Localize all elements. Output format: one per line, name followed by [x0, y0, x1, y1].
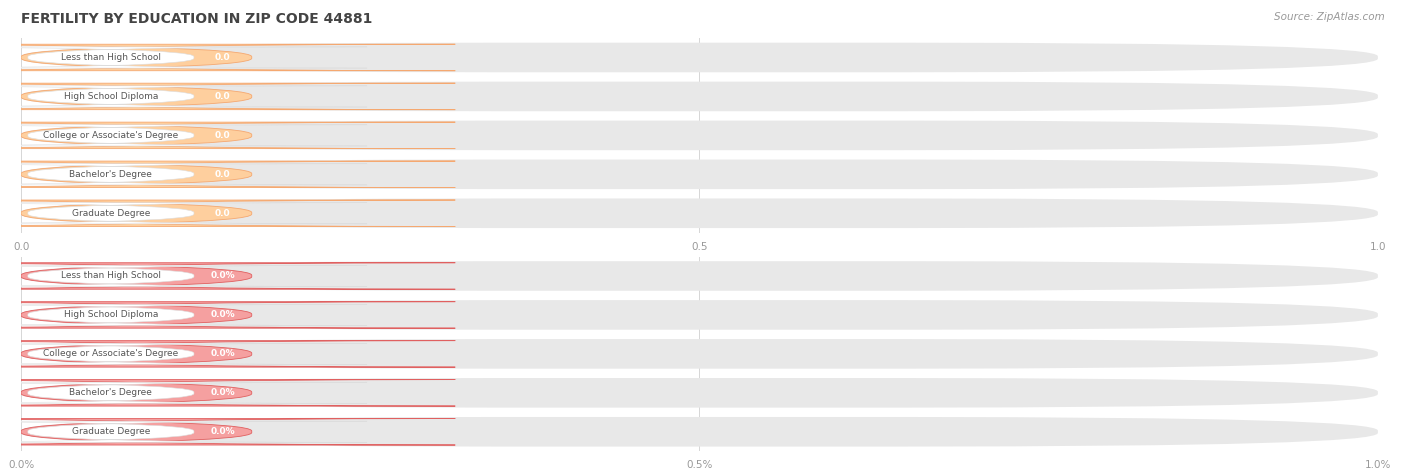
FancyBboxPatch shape	[0, 86, 367, 107]
FancyBboxPatch shape	[0, 263, 456, 289]
FancyBboxPatch shape	[0, 200, 456, 227]
FancyBboxPatch shape	[0, 266, 367, 286]
Text: Less than High School: Less than High School	[60, 272, 160, 280]
FancyBboxPatch shape	[21, 261, 1378, 291]
Text: Source: ZipAtlas.com: Source: ZipAtlas.com	[1274, 12, 1385, 22]
Text: 0.0%: 0.0%	[211, 350, 235, 358]
FancyBboxPatch shape	[21, 417, 1378, 446]
FancyBboxPatch shape	[0, 164, 367, 185]
FancyBboxPatch shape	[0, 380, 456, 406]
Text: High School Diploma: High School Diploma	[63, 92, 157, 101]
FancyBboxPatch shape	[21, 43, 1378, 72]
FancyBboxPatch shape	[0, 304, 367, 325]
Text: High School Diploma: High School Diploma	[63, 311, 157, 319]
FancyBboxPatch shape	[0, 125, 367, 146]
FancyBboxPatch shape	[21, 378, 1378, 408]
FancyBboxPatch shape	[21, 121, 1378, 150]
Text: Less than High School: Less than High School	[60, 53, 160, 62]
Text: 0.0: 0.0	[215, 92, 231, 101]
FancyBboxPatch shape	[21, 199, 1378, 228]
FancyBboxPatch shape	[0, 83, 456, 110]
Text: Bachelor's Degree: Bachelor's Degree	[69, 170, 152, 179]
Text: 0.0: 0.0	[215, 131, 231, 140]
Text: College or Associate's Degree: College or Associate's Degree	[44, 350, 179, 358]
Text: 0.0: 0.0	[215, 53, 231, 62]
FancyBboxPatch shape	[0, 47, 367, 68]
Text: Bachelor's Degree: Bachelor's Degree	[69, 389, 152, 397]
FancyBboxPatch shape	[21, 300, 1378, 330]
Text: 0.0%: 0.0%	[211, 428, 235, 436]
FancyBboxPatch shape	[21, 82, 1378, 111]
FancyBboxPatch shape	[0, 44, 456, 71]
Text: Graduate Degree: Graduate Degree	[72, 209, 150, 218]
Text: Graduate Degree: Graduate Degree	[72, 428, 150, 436]
FancyBboxPatch shape	[0, 382, 367, 403]
FancyBboxPatch shape	[0, 421, 367, 442]
FancyBboxPatch shape	[0, 341, 456, 367]
Text: FERTILITY BY EDUCATION IN ZIP CODE 44881: FERTILITY BY EDUCATION IN ZIP CODE 44881	[21, 12, 373, 26]
FancyBboxPatch shape	[0, 343, 367, 364]
Text: 0.0%: 0.0%	[211, 272, 235, 280]
FancyBboxPatch shape	[21, 160, 1378, 189]
FancyBboxPatch shape	[21, 339, 1378, 369]
Text: 0.0%: 0.0%	[211, 389, 235, 397]
FancyBboxPatch shape	[0, 203, 367, 224]
FancyBboxPatch shape	[0, 161, 456, 188]
Text: College or Associate's Degree: College or Associate's Degree	[44, 131, 179, 140]
FancyBboxPatch shape	[0, 418, 456, 445]
Text: 0.0%: 0.0%	[211, 311, 235, 319]
FancyBboxPatch shape	[0, 122, 456, 149]
Text: 0.0: 0.0	[215, 170, 231, 179]
Text: 0.0: 0.0	[215, 209, 231, 218]
FancyBboxPatch shape	[0, 302, 456, 328]
